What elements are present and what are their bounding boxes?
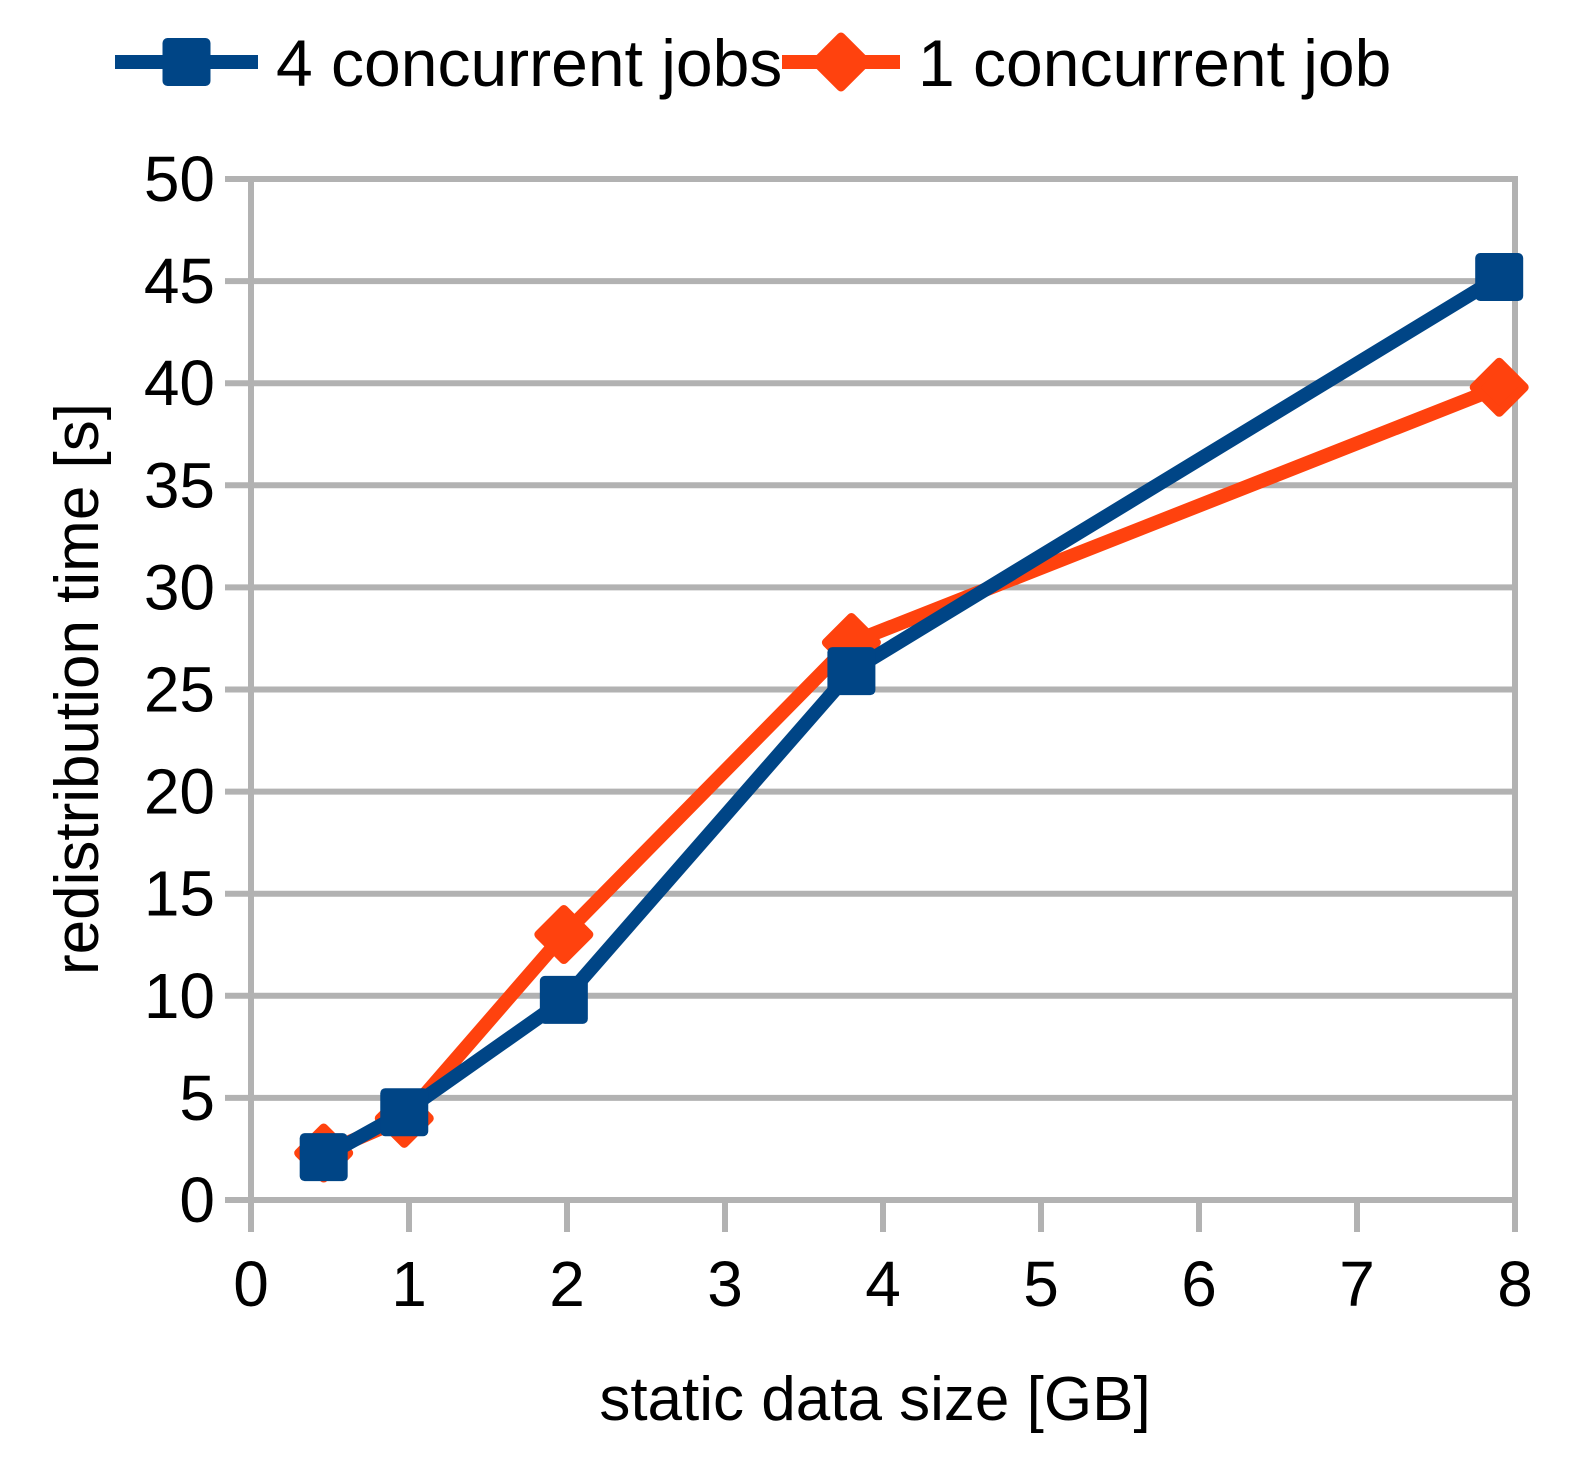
legend-marker-4-concurrent-jobs [162,38,211,86]
legend-label-1-concurrent-job: 1 concurrent job [918,26,1391,100]
x-tick-label-8: 8 [1497,1248,1533,1320]
grid-layer [225,176,1518,1232]
y-tick-label-50: 50 [144,143,215,215]
x-tick-label-2: 2 [549,1248,585,1320]
legend-item-4-concurrent-jobs: 4 concurrent jobs [115,26,782,100]
y-tick-label-45: 45 [144,245,215,317]
data-point-4-concurrent-jobs-2 [539,975,588,1024]
x-tick-label-0: 0 [233,1248,269,1320]
y-axis-title: redistribution time [s] [43,403,112,975]
legend-item-1-concurrent-job: 1 concurrent job [782,26,1391,100]
y-tick-label-20: 20 [144,756,215,828]
series-layer [294,253,1529,1183]
y-tick-label-40: 40 [144,347,215,419]
y-tick-label-35: 35 [144,449,215,521]
y-tick-label-5: 5 [179,1062,215,1134]
data-point-4-concurrent-jobs-0 [299,1133,348,1182]
data-point-4-concurrent-jobs-4 [1475,253,1524,302]
x-tick-label-4: 4 [865,1248,901,1320]
y-tick-label-0: 0 [179,1164,215,1236]
data-point-4-concurrent-jobs-1 [380,1088,429,1137]
legend-label-4-concurrent-jobs: 4 concurrent jobs [276,26,782,100]
y-tick-label-10: 10 [144,960,215,1032]
data-point-4-concurrent-jobs-3 [827,647,876,696]
series-line-4-concurrent-jobs [316,270,1507,1165]
x-tick-label-5: 5 [1023,1248,1059,1320]
legend: 4 concurrent jobs 1 concurrent job [115,26,1391,100]
data-point-1-concurrent-job-2 [534,905,594,965]
x-axis-title: static data size [GB] [599,1365,1150,1434]
y-tick-label-25: 25 [144,654,215,726]
x-tick-label-7: 7 [1339,1248,1375,1320]
legend-marker-1-concurrent-job [811,32,871,92]
x-tick-label-1: 1 [391,1248,427,1320]
x-tick-label-6: 6 [1181,1248,1217,1320]
y-tick-label-30: 30 [144,551,215,623]
x-tick-label-3: 3 [707,1248,743,1320]
y-tick-label-15: 15 [144,858,215,930]
data-point-1-concurrent-job-4 [1469,357,1529,417]
